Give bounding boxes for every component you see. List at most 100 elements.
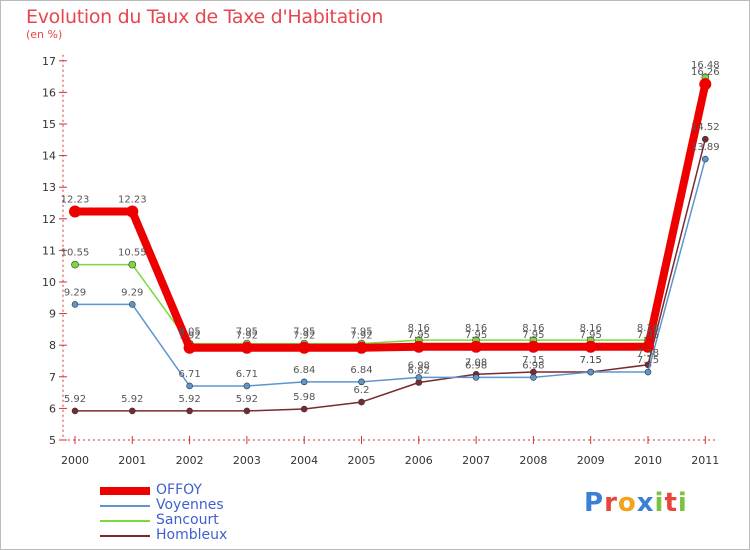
data-label-offoy: 7.92 [178,331,200,342]
data-label-sancourt: 10.55 [118,248,147,259]
data-label-sancourt: 7.95 [293,327,315,338]
legend-item-hombleux: Hombleux [100,527,300,543]
y-tick-label: 10 [42,276,56,289]
data-point-sancourt [128,260,137,269]
data-point-voyennes [472,374,480,381]
data-label-hombleux: 7.15 [580,355,602,366]
data-point-voyennes [587,368,595,376]
legend-swatch-sancourt [100,520,150,522]
data-label-sancourt: 8.16 [522,323,544,334]
legend-label-sancourt: Sancourt [156,512,219,528]
data-point-offoy [412,340,425,353]
data-point-voyennes [530,374,537,381]
legend-item-sancourt: Sancourt [100,512,300,528]
legend-swatch-voyennes [100,505,150,507]
x-tick-label: 2011 [691,454,719,467]
data-point-offoy [126,205,139,218]
data-label-sancourt: 8.16 [408,323,430,334]
proxiti-logo: Proxiti [584,488,688,518]
data-point-hombleux [243,407,251,415]
data-label-voyennes: 7.15 [580,355,602,366]
data-label-hombleux: 5.92 [64,394,86,405]
y-tick-label: 7 [49,371,56,384]
series-layer [69,73,712,415]
data-label-sancourt: 8.05 [178,327,200,338]
data-label-hombleux: 6.2 [354,385,370,396]
logo-letter: i [654,488,665,518]
y-tick-label: 13 [42,181,56,194]
data-point-hombleux [300,405,308,413]
data-point-offoy [642,340,654,353]
data-point-offoy [355,341,368,354]
y-tick-label: 15 [42,118,56,131]
data-label-offoy: 7.92 [236,331,258,342]
series-line-voyennes [75,158,707,387]
data-label-sancourt: 7.95 [236,327,258,338]
data-label-voyennes: 7.15 [637,355,659,366]
y-tick-label: 9 [49,308,56,321]
data-point-offoy [699,78,712,91]
data-label-hombleux: 5.92 [178,394,200,405]
data-point-offoy [470,340,483,353]
data-label-hombleux: 7.08 [465,357,487,368]
data-point-voyennes [300,378,308,386]
legend-label-voyennes: Voyennes [156,497,224,513]
data-point-hombleux [358,398,365,406]
data-label-hombleux: 14.52 [691,122,720,133]
x-tick-label: 2006 [405,454,433,467]
logo-letter: x [636,488,655,518]
legend-label-hombleux: Hombleux [156,527,228,543]
data-label-voyennes: 9.29 [64,287,86,298]
data-label-offoy: 7.92 [350,331,372,342]
data-label-voyennes: 6.71 [178,369,200,380]
data-label-sancourt: 8.16 [465,323,487,334]
y-tick-label: 14 [42,150,56,163]
data-label-sancourt: 8.16 [637,323,659,334]
data-point-voyennes [358,378,365,386]
logo-letter: P [584,488,605,518]
logo-letter: i [677,488,688,518]
x-tick-label: 2005 [348,454,376,467]
data-label-sancourt: 7.95 [350,327,372,338]
data-label-offoy: 7.95 [522,330,544,341]
y-tick-label: 5 [49,434,56,447]
data-point-offoy [584,340,597,353]
y-tick-label: 6 [49,402,56,415]
data-point-offoy [183,341,196,354]
legend-item-offoy: OFFOY [100,482,300,498]
x-tick-label: 2003 [233,454,261,467]
y-tick-label: 12 [42,213,56,226]
data-label-voyennes: 9.29 [121,287,143,298]
data-point-voyennes [71,301,79,308]
x-tick-label: 2007 [462,454,490,467]
x-tick-label: 2001 [118,454,146,467]
legend-swatch-hombleux [100,535,150,537]
data-label-voyennes: 6.98 [522,360,544,371]
data-point-voyennes [243,382,251,390]
data-label-sancourt: 16.48 [691,60,720,71]
data-point-voyennes [186,382,193,390]
data-label-voyennes: 6.84 [293,365,315,376]
series-line-hombleux [75,138,707,412]
data-label-voyennes: 6.71 [236,369,258,380]
x-tick-label: 2002 [176,454,204,467]
data-label-hombleux: 5.92 [236,394,258,405]
axes: 5 6 7 8 9 10 11 12 13 14 15 16 17 2000 2001 2002 2003 200… [42,54,719,467]
x-tick-label: 2000 [61,454,89,467]
legend-item-voyennes: Voyennes [100,497,300,513]
legend-label-offoy: OFFOY [156,482,202,498]
logo-letter: o [617,488,637,518]
data-point-hombleux [129,407,136,415]
data-label-sancourt: 10.55 [61,248,90,259]
data-label-voyennes: 13.89 [691,142,720,153]
y-tick-label: 17 [42,55,56,68]
legend-swatch-offoy [100,487,150,495]
data-point-offoy [298,341,311,354]
data-point-voyennes [129,301,136,308]
data-point-offoy [69,205,81,218]
data-label-hombleux: 5.92 [121,394,143,405]
legend: OFFOY Voyennes Sancourt Hombleux [100,482,300,543]
data-point-offoy [240,341,253,354]
x-tick-label: 2008 [519,454,547,467]
